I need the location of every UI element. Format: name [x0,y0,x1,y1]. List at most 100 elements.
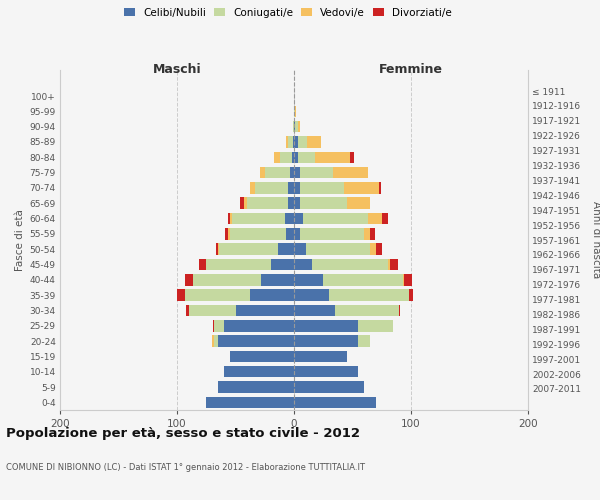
Text: Popolazione per età, sesso e stato civile - 2012: Popolazione per età, sesso e stato civil… [6,428,360,440]
Bar [294,274,323,285]
Bar [240,198,244,209]
Bar [250,290,294,301]
Bar [298,136,307,147]
Bar [298,152,315,163]
Bar [364,228,370,239]
Bar [224,366,294,378]
Bar [350,152,353,163]
Bar [293,136,294,147]
Bar [294,244,306,255]
Bar [206,396,294,408]
Bar [294,167,300,178]
Bar [224,320,294,332]
Bar [218,336,294,347]
Bar [260,167,265,178]
Bar [218,382,294,393]
Bar [388,259,390,270]
Bar [300,182,344,194]
Bar [294,396,376,408]
Bar [185,290,250,301]
Bar [294,366,358,378]
Bar [278,244,294,255]
Bar [294,228,300,239]
Bar [261,274,294,285]
Bar [358,320,394,332]
Bar [214,320,224,332]
Bar [298,121,300,132]
Bar [294,290,329,301]
Bar [225,228,229,239]
Bar [293,121,294,132]
Bar [244,198,247,209]
Bar [307,136,321,147]
Bar [284,213,294,224]
Bar [370,228,375,239]
Bar [288,136,293,147]
Bar [294,213,304,224]
Bar [274,152,280,163]
Bar [311,259,388,270]
Bar [230,228,286,239]
Bar [265,167,290,178]
Bar [292,152,294,163]
Bar [323,274,403,285]
Y-axis label: Anni di nascita: Anni di nascita [591,202,600,278]
Bar [379,182,380,194]
Bar [294,304,335,316]
Bar [247,198,288,209]
Bar [187,304,188,316]
Bar [215,244,218,255]
Bar [199,259,206,270]
Bar [294,198,300,209]
Bar [358,336,370,347]
Legend: Celibi/Nubili, Coniugati/e, Vedovi/e, Divorziati/e: Celibi/Nubili, Coniugati/e, Vedovi/e, Di… [124,8,452,18]
Bar [213,320,214,332]
Bar [177,290,185,301]
Bar [193,274,261,285]
Bar [304,213,368,224]
Bar [232,213,284,224]
Bar [294,121,295,132]
Bar [250,182,256,194]
Bar [329,290,409,301]
Bar [185,274,193,285]
Bar [271,259,294,270]
Bar [294,382,364,393]
Bar [218,244,219,255]
Bar [300,167,332,178]
Bar [315,152,350,163]
Bar [286,136,288,147]
Bar [212,336,214,347]
Bar [295,121,298,132]
Bar [286,228,294,239]
Bar [295,106,296,117]
Bar [229,228,230,239]
Bar [294,136,298,147]
Bar [288,182,294,194]
Bar [300,228,364,239]
Bar [229,213,230,224]
Bar [235,304,294,316]
Bar [294,182,300,194]
Text: Femmine: Femmine [379,63,443,76]
Bar [288,198,294,209]
Bar [206,259,271,270]
Bar [335,304,400,316]
Bar [403,274,404,285]
Bar [290,167,294,178]
Bar [390,259,398,270]
Bar [376,244,382,255]
Text: COMUNE DI NIBIONNO (LC) - Dati ISTAT 1° gennaio 2012 - Elaborazione TUTTITALIA.I: COMUNE DI NIBIONNO (LC) - Dati ISTAT 1° … [6,462,365,471]
Bar [230,213,232,224]
Bar [370,244,376,255]
Bar [280,152,292,163]
Bar [382,213,388,224]
Bar [214,336,218,347]
Bar [294,259,311,270]
Bar [409,290,413,301]
Bar [294,350,347,362]
Bar [294,106,295,117]
Bar [332,167,368,178]
Bar [344,182,379,194]
Y-axis label: Fasce di età: Fasce di età [16,209,25,271]
